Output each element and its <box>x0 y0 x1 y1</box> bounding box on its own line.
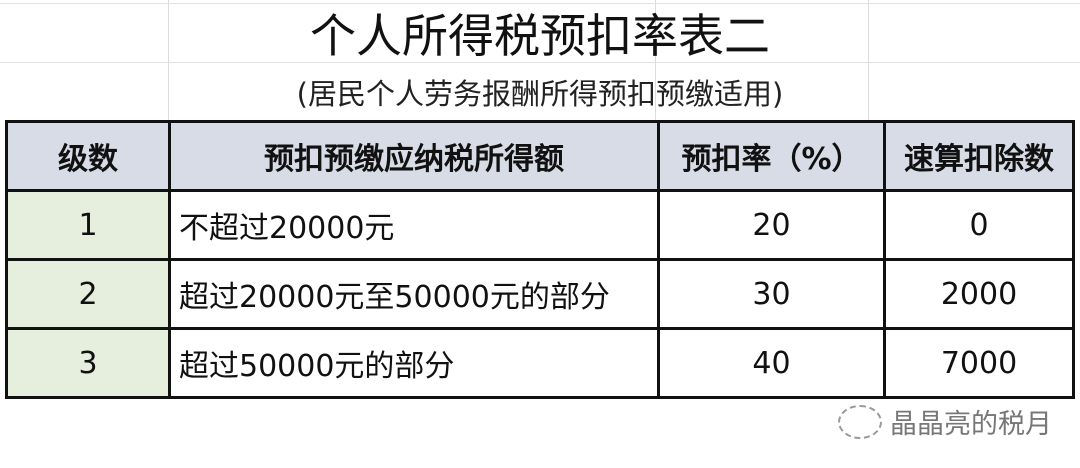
rate-cell: 20 <box>656 189 887 261</box>
rate-cell: 30 <box>656 258 887 330</box>
rate-cell: 40 <box>656 327 887 399</box>
page-subtitle: (居民个人劳务报酬所得预扣预缴适用) <box>296 77 784 111</box>
deduction-cell: 2000 <box>883 258 1075 330</box>
income-range-cell: 超过20000元至50000元的部分 <box>168 258 660 330</box>
table-row: 3 超过50000元的部分 40 7000 <box>5 327 1075 399</box>
sheet-gridline <box>0 3 1080 4</box>
wechat-icon <box>838 404 882 439</box>
income-range-cell: 不超过20000元 <box>168 189 660 261</box>
header-rate: 预扣率（%） <box>656 120 887 192</box>
level-cell: 3 <box>5 327 171 399</box>
income-range-cell: 超过50000元的部分 <box>168 327 660 399</box>
deduction-cell: 7000 <box>883 327 1075 399</box>
tax-rate-table: 级数 预扣预缴应纳税所得额 预扣率（%） 速算扣除数 1 不超过20000元 2… <box>5 120 1075 399</box>
level-cell: 1 <box>5 189 171 261</box>
level-cell: 2 <box>5 258 171 330</box>
table-row: 1 不超过20000元 20 0 <box>5 189 1075 261</box>
header-level: 级数 <box>5 120 171 192</box>
table-row: 2 超过20000元至50000元的部分 30 2000 <box>5 258 1075 330</box>
page-title: 个人所得税预扣率表二 <box>310 9 770 63</box>
deduction-cell: 0 <box>883 189 1075 261</box>
watermark-text: 晶晶亮的税月 <box>890 409 1052 440</box>
sheet-gridline <box>0 62 1080 63</box>
sheet-gridline <box>168 0 169 120</box>
header-income-range: 预扣预缴应纳税所得额 <box>168 120 660 192</box>
header-deduction: 速算扣除数 <box>883 120 1075 192</box>
watermark: 晶晶亮的税月 <box>838 402 1052 441</box>
table-header-row: 级数 预扣预缴应纳税所得额 预扣率（%） 速算扣除数 <box>5 120 1075 192</box>
sheet-gridline <box>655 0 656 120</box>
sheet-gridline <box>868 0 869 120</box>
